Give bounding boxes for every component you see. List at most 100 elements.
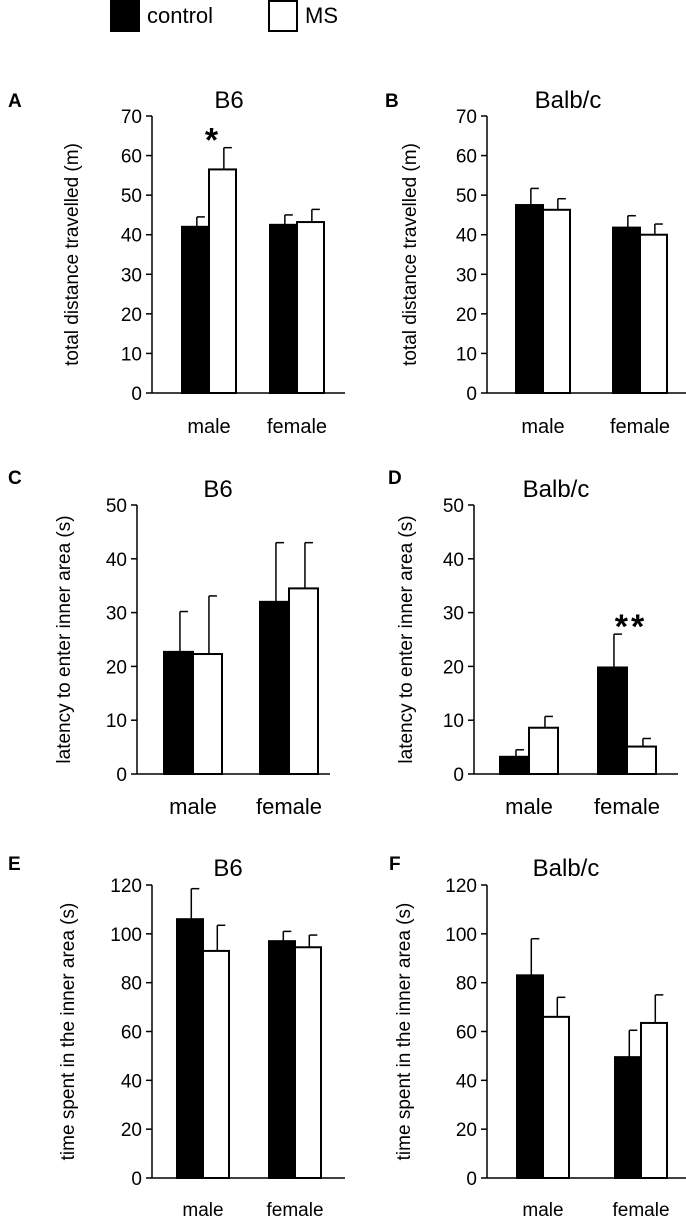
y-axis-label: latency to enter inner area (s)	[396, 515, 417, 763]
y-tick-label: 10	[106, 711, 127, 732]
legend-label-ms: MS	[305, 3, 338, 28]
y-tick-label: 50	[106, 496, 127, 517]
y-tick-label: 60	[121, 147, 142, 168]
significance-marker: *	[205, 122, 221, 160]
legend-swatch-ms	[268, 0, 298, 32]
y-tick-label: 70	[456, 107, 477, 128]
y-tick-label: 40	[106, 550, 127, 571]
control-bar-female	[259, 600, 290, 776]
legend-item-ms: MS	[268, 0, 338, 32]
y-tick-label: 100	[445, 925, 477, 946]
control-bar-male	[515, 204, 544, 394]
y-axis-label: total distance travelled (m)	[62, 143, 83, 366]
y-tick-label: 50	[456, 186, 477, 207]
chart-title: Balb/c	[523, 476, 590, 503]
y-tick-label: 40	[456, 226, 477, 247]
ms-bar-female	[294, 946, 322, 1180]
x-category-label: male	[521, 416, 564, 438]
y-tick-label: 60	[121, 1023, 142, 1044]
legend-label-control: control	[147, 3, 214, 28]
ms-bar-male	[542, 1015, 570, 1179]
panel-label: E	[8, 854, 21, 875]
y-tick-label: 0	[466, 1169, 477, 1190]
panel-label: B	[385, 91, 399, 112]
x-category-label: female	[612, 1200, 669, 1221]
y-axis-label: time spent in the inner area (s)	[394, 903, 415, 1161]
y-tick-label: 10	[443, 711, 464, 732]
ms-bar-female	[640, 1021, 668, 1179]
ms-bar-female	[626, 745, 657, 776]
control-bar-female	[269, 223, 298, 394]
y-tick-label: 100	[110, 925, 142, 946]
y-tick-label: 30	[443, 604, 464, 625]
ms-bar-male	[542, 208, 571, 394]
x-category-label: male	[522, 1200, 563, 1221]
x-category-label: male	[187, 416, 230, 438]
y-tick-label: 40	[443, 550, 464, 571]
y-tick-label: 10	[456, 344, 477, 365]
y-tick-label: 30	[456, 265, 477, 286]
x-category-label: female	[267, 416, 327, 438]
ms-bar-female	[639, 233, 668, 394]
y-tick-label: 20	[121, 1120, 142, 1141]
panel-label: F	[389, 854, 401, 875]
y-axis-label: total distance travelled (m)	[400, 143, 421, 366]
chart-title: B6	[203, 476, 232, 503]
control-bar-male	[516, 974, 544, 1180]
ms-bar-female	[288, 587, 319, 776]
y-tick-label: 20	[106, 657, 127, 678]
control-bar-male	[163, 650, 194, 776]
ms-bar-female	[296, 221, 325, 394]
y-tick-label: 10	[121, 344, 142, 365]
y-tick-label: 30	[121, 265, 142, 286]
ms-bar-male	[528, 726, 559, 775]
y-tick-label: 40	[121, 1071, 142, 1092]
y-tick-label: 30	[106, 604, 127, 625]
y-tick-label: 20	[456, 1120, 477, 1141]
legend-item-control: control	[110, 0, 213, 32]
ms-bar-male	[202, 949, 230, 1179]
y-tick-label: 0	[131, 384, 142, 405]
y-axis-label: time spent in the inner area (s)	[58, 903, 79, 1161]
y-tick-label: 0	[466, 384, 477, 405]
x-category-label: male	[169, 794, 217, 819]
legend-swatch-control	[110, 0, 140, 32]
y-tick-label: 20	[443, 657, 464, 678]
y-tick-label: 60	[456, 1023, 477, 1044]
control-bar-female	[614, 1056, 642, 1179]
x-category-label: male	[182, 1200, 223, 1221]
y-tick-label: 0	[116, 765, 127, 786]
y-tick-label: 40	[456, 1071, 477, 1092]
x-category-label: male	[505, 794, 553, 819]
y-tick-label: 120	[110, 876, 142, 897]
y-tick-label: 0	[453, 765, 464, 786]
panel-label: C	[8, 468, 22, 489]
x-category-label: female	[594, 794, 660, 819]
y-tick-label: 20	[456, 305, 477, 326]
control-bar-male	[181, 225, 210, 394]
y-tick-label: 120	[445, 876, 477, 897]
ms-bar-male	[192, 653, 223, 775]
legend: control MS	[0, 0, 686, 50]
y-axis-label: latency to enter inner area (s)	[54, 515, 75, 763]
significance-marker: **	[615, 608, 647, 646]
y-tick-label: 40	[121, 226, 142, 247]
chart-title: Balb/c	[535, 87, 602, 114]
y-tick-label: 80	[121, 974, 142, 995]
y-tick-label: 80	[456, 974, 477, 995]
panel-label: A	[8, 91, 22, 112]
y-tick-label: 50	[443, 496, 464, 517]
x-category-label: female	[256, 794, 322, 819]
chart-title: B6	[213, 855, 242, 882]
y-tick-label: 20	[121, 305, 142, 326]
panel-label: D	[388, 468, 402, 489]
chart-title: B6	[214, 87, 243, 114]
x-category-label: female	[266, 1200, 323, 1221]
y-tick-label: 70	[121, 107, 142, 128]
